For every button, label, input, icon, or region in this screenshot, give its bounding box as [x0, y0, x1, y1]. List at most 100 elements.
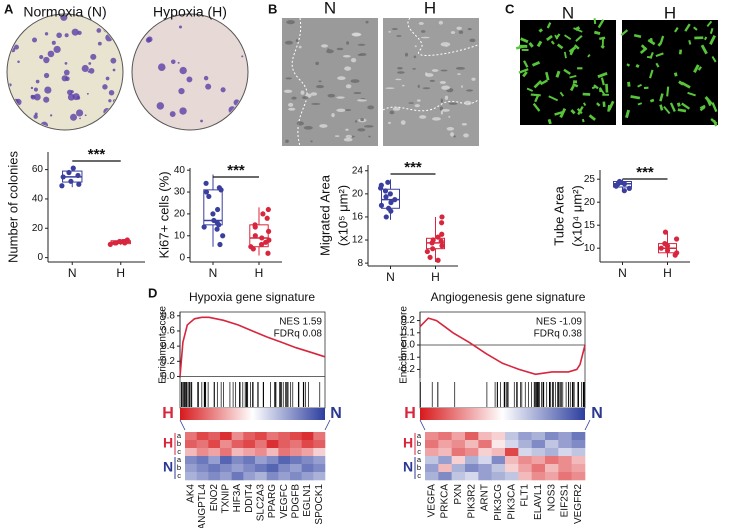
tube — [573, 27, 583, 33]
gene-label: ELAVL1 — [533, 484, 544, 520]
row-label: b — [177, 439, 181, 448]
rank-gradient — [180, 408, 325, 420]
data-point — [70, 165, 76, 171]
heatmap-cell — [438, 440, 452, 449]
data-point — [59, 183, 65, 189]
heatmap-cell — [220, 440, 232, 449]
heatmap-cell — [425, 432, 439, 441]
heatmap-cell — [465, 464, 479, 473]
data-point — [378, 182, 384, 188]
cell — [446, 126, 455, 131]
colony — [72, 93, 80, 101]
tube — [593, 84, 599, 90]
heatmap-cell — [465, 472, 479, 481]
tube — [597, 71, 608, 79]
heatmap-cell — [465, 456, 479, 465]
heatmap-cell — [278, 440, 291, 449]
cell — [450, 132, 455, 137]
tube — [569, 49, 575, 56]
gene-label: PXN — [453, 484, 464, 505]
tube — [673, 72, 678, 77]
heatmap-cell — [301, 448, 314, 457]
heatmap-cell — [266, 448, 279, 457]
tube — [587, 53, 591, 58]
colony — [30, 94, 34, 99]
colony — [20, 116, 24, 120]
row-label: b — [417, 463, 421, 472]
heatmap-cell — [255, 456, 267, 465]
tube — [709, 35, 716, 45]
colony — [200, 119, 203, 123]
annotation: NES 1.59 — [279, 317, 322, 328]
tube — [600, 44, 605, 49]
colony — [178, 25, 182, 29]
cell — [404, 52, 409, 57]
heatmap-cell — [196, 464, 209, 473]
heatmap-cell — [266, 440, 279, 449]
data-point — [439, 231, 445, 237]
photo-caption: Hypoxia (H) — [153, 4, 227, 20]
heatmap-cell — [255, 464, 267, 473]
phase-image — [383, 18, 479, 146]
cell — [315, 85, 324, 89]
tube — [530, 93, 541, 97]
data-point — [435, 234, 441, 240]
row-label: a — [177, 455, 182, 464]
heatmap-cell — [266, 464, 279, 473]
cell — [419, 115, 427, 119]
y-axis-label: Tube Area — [551, 185, 566, 245]
cell — [445, 45, 448, 47]
y-axis-label: (x10⁵ μm²) — [335, 185, 350, 246]
tube — [637, 83, 642, 88]
colony — [220, 87, 226, 93]
heatmap-cell — [545, 432, 559, 441]
panel-label: B — [268, 1, 277, 16]
colony — [64, 33, 69, 38]
heatmap-cell — [278, 448, 291, 457]
cell — [391, 28, 398, 31]
gene-label: AK4 — [185, 484, 196, 503]
colony — [157, 63, 166, 71]
tube — [625, 109, 631, 119]
y-tick-label: 0.0 — [161, 371, 175, 382]
heatmap-cell — [518, 448, 532, 457]
tube — [538, 28, 543, 33]
tube — [555, 70, 561, 78]
heatmap-cell — [243, 472, 256, 481]
gene-label: ENO2 — [209, 484, 220, 512]
colony — [43, 72, 50, 79]
heatmap-cell — [231, 440, 244, 449]
data-point — [392, 197, 398, 203]
tube — [563, 51, 567, 59]
plate — [131, 13, 249, 131]
colony — [39, 55, 44, 60]
heatmap-cell — [208, 440, 221, 449]
data-point — [673, 236, 680, 242]
cell — [345, 84, 352, 89]
colony — [49, 114, 53, 117]
cell — [283, 89, 293, 94]
heatmap-cell — [301, 440, 314, 449]
tube — [573, 44, 580, 50]
cell — [448, 115, 451, 118]
heatmap-cell — [278, 464, 291, 473]
data-point — [265, 228, 272, 234]
y-tick-label: 0.2 — [161, 356, 175, 367]
heatmap-cell — [243, 440, 256, 449]
cell — [291, 96, 297, 100]
cell — [353, 91, 362, 94]
heatmap-cell — [255, 440, 267, 449]
cell — [285, 139, 289, 143]
colony — [169, 111, 176, 118]
tube — [569, 85, 575, 92]
panel-title: Angiogenesis gene signature — [431, 290, 586, 304]
data-point — [439, 214, 445, 220]
photo-caption: N — [562, 3, 574, 22]
y-tick-label: 12 — [352, 235, 364, 246]
data-point — [107, 241, 113, 247]
data-point — [259, 235, 265, 241]
colony — [146, 25, 148, 28]
heatmap-cell — [220, 456, 232, 465]
heatmap-cell — [220, 464, 232, 473]
cell — [300, 90, 305, 95]
